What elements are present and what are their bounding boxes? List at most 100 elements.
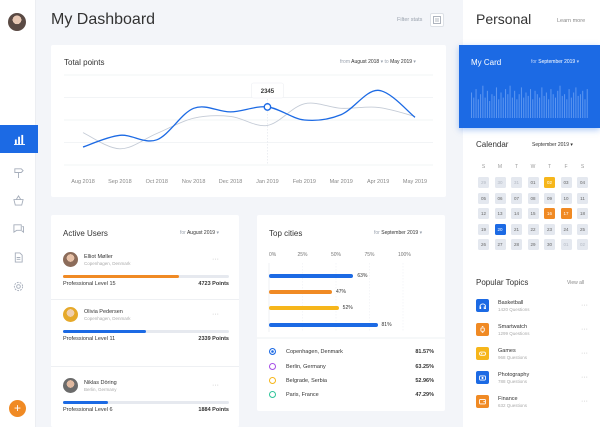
card-bar <box>532 99 534 118</box>
more-icon[interactable]: ··· <box>581 302 588 309</box>
calendar-day[interactable]: 23 <box>544 223 555 235</box>
calendar-day[interactable]: 29 <box>478 177 489 188</box>
card-bar <box>575 87 577 118</box>
card-bar <box>473 97 475 118</box>
calendar-day[interactable]: 16 <box>544 208 555 219</box>
city-row[interactable]: Copenhagen, Denmark 81.57% <box>269 347 434 357</box>
calendar-day[interactable]: 28 <box>511 239 522 250</box>
x-tick-label: Sep 2018 <box>108 179 132 185</box>
card-bar <box>482 85 484 118</box>
user-level: Professional Level 11 <box>63 336 116 342</box>
card-bar <box>509 85 511 118</box>
tooltip <box>251 82 284 99</box>
card-bar <box>491 94 493 118</box>
calendar-day[interactable]: 01 <box>527 177 539 188</box>
more-icon[interactable]: ··· <box>212 256 219 263</box>
calendar-day[interactable]: 02 <box>577 239 588 250</box>
calendar-day[interactable]: 26 <box>478 239 489 250</box>
calendar-day[interactable]: 11 <box>577 192 588 204</box>
active-users-title: Active Users <box>63 229 108 238</box>
calendar-day[interactable]: 14 <box>511 208 522 219</box>
total-points-title: Total points <box>64 58 105 67</box>
more-icon[interactable]: ··· <box>581 350 588 357</box>
calendar-day[interactable]: 20 <box>494 223 506 235</box>
top-cities-period[interactable]: for September 2019 ▾ <box>374 230 423 236</box>
learn-more-link[interactable]: Learn more <box>557 18 586 24</box>
user-name: Olivia Pedersen <box>84 309 123 315</box>
nav-dashboard[interactable] <box>0 125 38 153</box>
calendar-day[interactable]: 12 <box>478 208 489 219</box>
card-bar <box>505 89 507 118</box>
nav-signpost[interactable] <box>0 158 36 186</box>
legend-marker <box>269 391 276 398</box>
avatar[interactable] <box>8 13 26 31</box>
nav-basket[interactable] <box>0 186 36 214</box>
more-icon[interactable]: ··· <box>212 311 219 318</box>
active-users-period[interactable]: for August 2019 ▾ <box>180 230 219 236</box>
topic-row[interactable]: Games 968 Questions ··· <box>476 347 588 361</box>
calendar-day[interactable]: 01 <box>560 239 572 250</box>
filter-button[interactable] <box>430 13 444 27</box>
more-icon[interactable]: ··· <box>581 374 588 381</box>
calendar-day[interactable]: 18 <box>577 208 588 219</box>
highlight-point[interactable] <box>263 103 272 111</box>
city-row[interactable]: Belgrade, Serbia 52.96% <box>269 376 434 386</box>
nav-settings[interactable] <box>0 272 36 300</box>
from-date-select[interactable]: August 2018 <box>351 59 380 65</box>
more-icon[interactable]: ··· <box>581 398 588 405</box>
calendar-day[interactable]: 31 <box>511 177 522 188</box>
more-icon[interactable]: ··· <box>212 382 219 389</box>
calendar-day[interactable]: 07 <box>511 192 522 204</box>
calendar-day[interactable]: 22 <box>527 223 539 235</box>
calendar-day[interactable]: 09 <box>544 192 555 204</box>
more-icon[interactable]: ··· <box>581 326 588 333</box>
axis-label: 0% <box>269 252 277 258</box>
city-row[interactable]: Paris, France 47.29% <box>269 390 434 400</box>
user-row[interactable]: Niklas Döring Berlin, Germany ··· Professio… <box>63 378 229 420</box>
calendar-day[interactable]: 30 <box>494 177 506 188</box>
watch-icon <box>476 323 489 336</box>
city-bar[interactable] <box>269 323 378 327</box>
topic-row[interactable]: Finance 632 Questions ··· <box>476 395 588 409</box>
user-points: 2339 Points <box>198 336 229 342</box>
x-tick-label: Oct 2018 <box>145 179 168 185</box>
city-bar[interactable] <box>269 306 339 310</box>
calendar-month-select[interactable]: September 2019 ▾ <box>532 142 573 148</box>
bar-label: 81% <box>381 322 392 328</box>
calendar-day[interactable]: 15 <box>527 208 539 219</box>
user-row[interactable]: Olivia Pedersen Copenhagen, Denmark ··· Pro… <box>63 307 229 349</box>
city-bar[interactable] <box>269 274 354 278</box>
calendar-day[interactable]: 24 <box>560 223 572 235</box>
topic-row[interactable]: Smartwatch 1299 Questions ··· <box>476 323 588 337</box>
calendar-day[interactable]: 21 <box>511 223 522 235</box>
total-points-chart: 2345 <box>64 74 433 166</box>
calendar-day[interactable]: 06 <box>494 192 506 204</box>
filter-stats-label[interactable]: Filter stats <box>397 17 423 23</box>
calendar-day[interactable]: 19 <box>478 223 489 235</box>
topic-row[interactable]: Basketball 1420 Questions ··· <box>476 299 588 313</box>
user-row[interactable]: Elliot Møller Copenhagen, Denmark ··· Profe… <box>63 252 229 294</box>
calendar-month: September 2019 <box>532 142 569 148</box>
calendar-day[interactable]: 04 <box>577 177 588 188</box>
calendar-day[interactable]: 27 <box>494 239 506 250</box>
calendar-day[interactable]: 17 <box>560 208 572 219</box>
calendar-day[interactable]: 13 <box>494 208 506 219</box>
view-all-link[interactable]: View all <box>567 280 585 286</box>
city-row[interactable]: Berlin, Germany 63.25% <box>269 362 434 372</box>
add-button[interactable]: + <box>9 400 26 417</box>
to-label: to <box>384 59 389 65</box>
calendar-day[interactable]: 02 <box>544 177 555 188</box>
calendar-day[interactable]: 05 <box>478 192 489 204</box>
calendar-day[interactable]: 08 <box>527 192 539 204</box>
nav-documents[interactable] <box>0 243 36 271</box>
calendar-day[interactable]: 30 <box>544 239 555 250</box>
calendar-day[interactable]: 25 <box>577 223 588 235</box>
to-date-select[interactable]: May 2019 <box>390 59 413 65</box>
calendar-day[interactable]: 03 <box>560 177 572 188</box>
calendar-day[interactable]: 10 <box>560 192 572 204</box>
my-card-period[interactable]: for September 2019 ▾ <box>531 59 580 65</box>
city-bar[interactable] <box>269 290 332 294</box>
topic-row[interactable]: Photography 788 Questions ··· <box>476 371 588 385</box>
nav-messages[interactable] <box>0 214 36 242</box>
calendar-day[interactable]: 29 <box>527 239 539 250</box>
